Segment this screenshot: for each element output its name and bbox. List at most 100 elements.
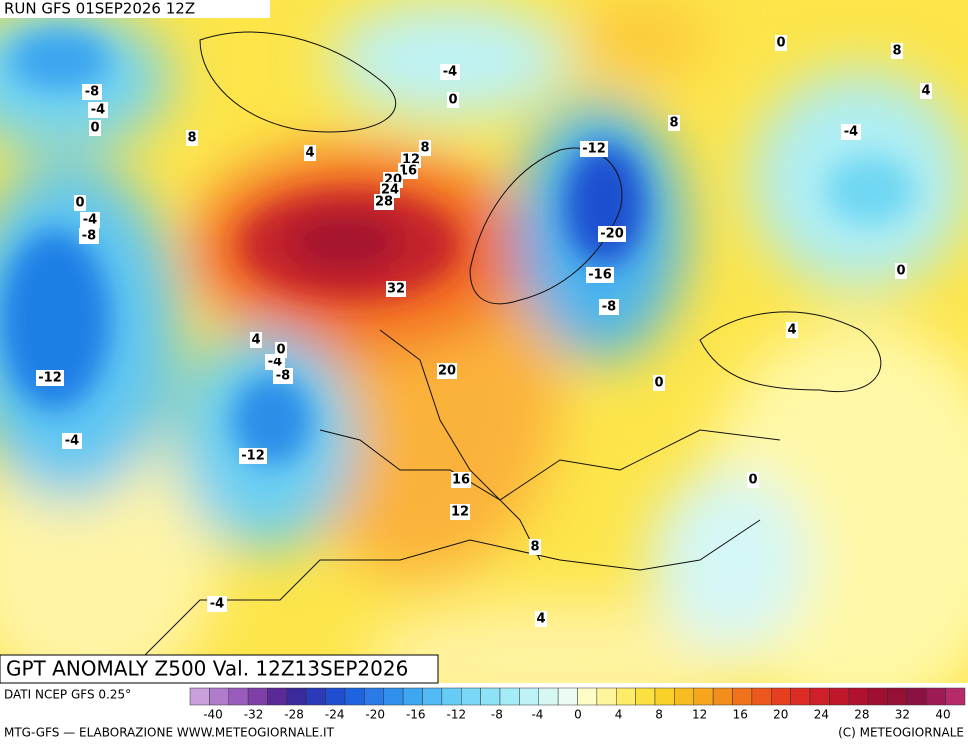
contour-label-box [250,332,262,348]
contour-label-text: 0 [654,376,663,391]
contour-label-text: 4 [536,612,545,627]
contour-label-text: 24 [381,183,399,198]
contour-label-box [586,267,614,283]
contour-label-text: -4 [268,355,282,370]
contour-label: 28 [374,194,394,210]
contour-label-box [529,539,541,555]
contour-label: 0 [89,120,101,136]
colorbar-cell [693,687,714,706]
contour-label-text: -8 [82,229,96,244]
contour-label: 0 [747,472,759,488]
contour-label: 0 [775,35,787,51]
contour-label: 20 [437,363,457,379]
contour-label-text: -12 [38,371,62,386]
colorbar-label: 28 [854,708,869,722]
contour-label: 8 [891,43,903,59]
contour-label-box [419,140,431,156]
contour-label-text: -4 [844,125,858,140]
colorbar-cell [867,687,888,706]
colorbar-cell [848,687,869,706]
colorbar-cell [461,687,481,706]
contour-label-box [598,226,626,242]
colorbar-cell [538,687,559,706]
colorbar-label: -16 [406,708,426,722]
colorbar-label: 4 [615,708,623,722]
contour-label-text: 0 [276,343,285,358]
contour-label-box [207,596,227,612]
colorbar-cell [926,687,946,706]
contour-label-text: 28 [375,195,393,210]
contour-label-box [895,263,907,279]
contour-label-box [386,281,406,297]
colorbar-cell [306,687,326,706]
contour-label-text: -4 [83,213,97,228]
contour-label-box [80,212,100,228]
footer-left: MTG-GFS — ELABORAZIONE WWW.METEOGIORNALE… [4,726,335,740]
contour-label-text: 12 [451,505,469,520]
contour-label-box [440,64,460,80]
contour-label-box [653,375,665,391]
contour-label-text: -4 [65,434,79,449]
contour-label-text: 4 [921,84,930,99]
colorbar-cell [674,687,694,706]
colorbar-cell [499,687,520,706]
contour-label: -20 [598,226,626,242]
contour-label-text: -20 [600,227,624,242]
contour-label-box [374,194,394,210]
contour-label-box [451,472,471,488]
colorbar-label: -24 [325,708,345,722]
colorbar-cell [209,687,229,706]
contour-label: -12 [36,370,64,386]
colorbar-label: -4 [531,708,543,722]
contour-label-box [88,102,108,118]
contour-label-text: 8 [187,131,196,146]
contour-label: -12 [239,448,267,464]
colorbar-cell [771,687,791,706]
contour-label: 4 [786,322,798,338]
contour-label-text: 8 [669,116,678,131]
colorbar-cell [364,687,384,706]
colorbar-label: -32 [244,708,264,722]
contour-label-box [775,35,787,51]
colorbar-cell [383,687,404,706]
contour-label: 4 [304,145,316,161]
contour-label-text: -12 [582,142,606,157]
contour-label-text: -16 [588,268,612,283]
contour-label-text: 32 [387,282,405,297]
contour-label: -12 [580,141,608,157]
colorbar-cell [557,687,578,706]
contour-label: -4 [841,124,861,140]
contour-label-box [239,448,267,464]
colorbar-label: 8 [655,708,663,722]
contour-label-text: -8 [276,369,290,384]
contour-label: 0 [275,342,287,358]
contour-label-box [447,92,459,108]
colorbar-cell [344,687,365,706]
colorbar-cell [596,687,617,706]
colorbar-label: -40 [203,708,223,722]
contour-label-text: 0 [748,473,757,488]
contour-label-box [74,195,86,211]
contour-label: 4 [920,83,932,99]
header-box [0,0,270,18]
contour-label-text: 16 [452,473,470,488]
run-label: RUN GFS 01SEP2026 12Z [4,0,195,18]
colorbar-cell [654,687,675,706]
contour-label-text: 0 [896,264,905,279]
contour-label-text: 0 [448,93,457,108]
contour-label-box [786,322,798,338]
contour-label-text: -4 [91,103,105,118]
contour-label: 0 [447,92,459,108]
contour-label-box [304,145,316,161]
colorbar-cell [519,687,539,706]
contour-label: 4 [250,332,262,348]
contour-label-box [186,130,198,146]
contour-label-text: 4 [305,146,314,161]
contour-label: -4 [88,102,108,118]
contour-label: -8 [273,368,293,384]
contour-label: 12 [450,504,470,520]
colorbar-label: 0 [574,708,582,722]
contour-label-box [580,141,608,157]
colorbar-cell [945,687,966,706]
